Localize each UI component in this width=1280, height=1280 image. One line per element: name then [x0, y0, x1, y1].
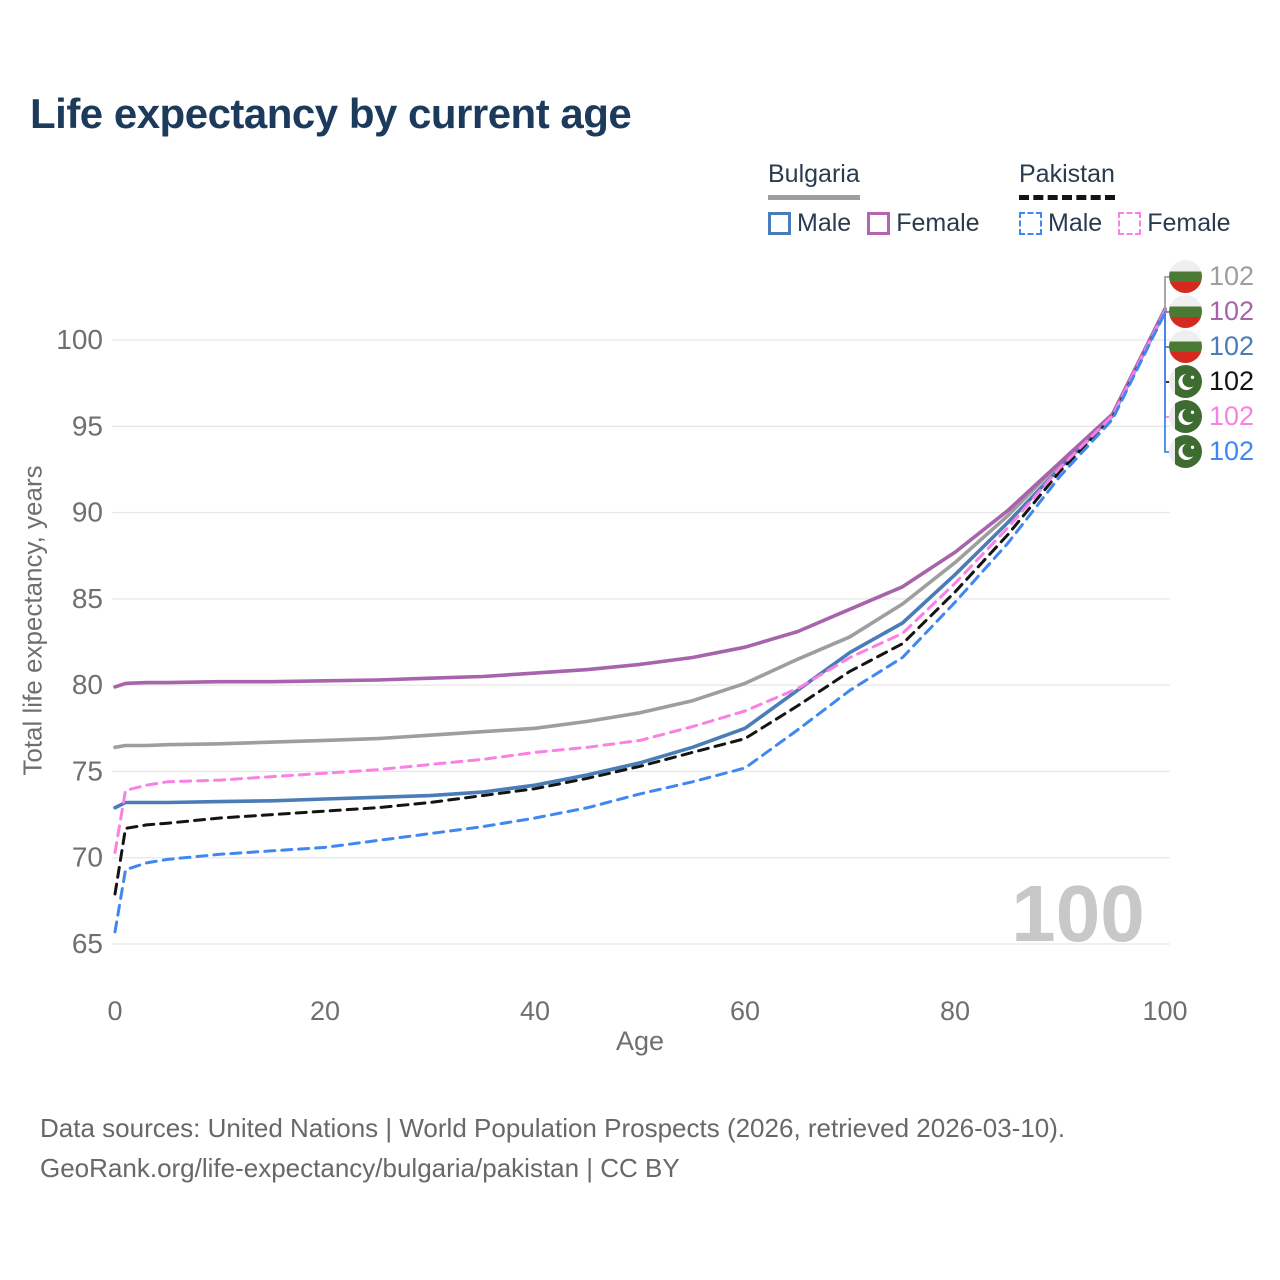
series-line-bulgaria-male[interactable]	[113, 308, 1167, 810]
x-tick-60: 60	[730, 996, 760, 1026]
y-tick-70: 70	[72, 842, 103, 873]
legend-item-pakistan-male[interactable]: Male	[1019, 209, 1102, 238]
bulgaria-male-swatch-icon	[768, 212, 791, 235]
end-label-row-pakistan-male: 102	[1169, 435, 1254, 468]
crescent-icon	[1178, 408, 1197, 425]
legend-label: Male	[1048, 209, 1103, 237]
pakistan-flag-icon	[1169, 400, 1202, 433]
x-tick-100: 100	[1142, 996, 1187, 1026]
end-label-row-pakistan-all: 102	[1169, 365, 1254, 398]
legend-label: Female	[896, 209, 980, 237]
end-value: 102	[1209, 436, 1255, 466]
x-tick-80: 80	[940, 996, 970, 1026]
y-tick-75: 75	[72, 755, 103, 786]
x-tick-20: 20	[310, 996, 340, 1026]
y-tick-100: 100	[56, 324, 103, 355]
x-tick-0: 0	[107, 996, 122, 1026]
bulgaria-flag-icon	[1169, 295, 1202, 328]
bulgaria-female-swatch-icon	[867, 212, 891, 235]
x-tick-40: 40	[520, 996, 550, 1026]
series-line-pakistan-all[interactable]	[113, 310, 1167, 896]
legend-group-pakistan: Pakistan Male Female	[1019, 160, 1231, 238]
footer: Data sources: United Nations | World Pop…	[40, 1108, 1065, 1188]
legend-label: Male	[797, 209, 852, 237]
legend-item-bulgaria-female[interactable]: Female	[867, 209, 980, 238]
end-value: 102	[1209, 401, 1255, 431]
end-value: 102	[1209, 331, 1255, 361]
end-label-row-bulgaria-female: 102	[1169, 295, 1254, 328]
y-tick-85: 85	[72, 583, 103, 614]
y-tick-65: 65	[72, 928, 103, 959]
end-value: 102	[1209, 296, 1255, 326]
x-axis-title: Age	[615, 1026, 665, 1056]
y-axis-title: Total life expectancy, years	[17, 465, 48, 776]
end-label-row-bulgaria-all: 102	[1169, 260, 1254, 293]
pakistan-flag-icon	[1169, 435, 1202, 468]
footer-url-line: GeoRank.org/life-expectancy/bulgaria/pak…	[40, 1153, 680, 1183]
legend-item-bulgaria-male[interactable]: Male	[768, 209, 851, 238]
bulgaria-flag-icon	[1169, 260, 1202, 293]
page-title: Life expectancy by current age	[30, 90, 632, 137]
legend-item-pakistan-female[interactable]: Female	[1118, 209, 1231, 238]
legend-group-bulgaria: Bulgaria Male Female	[768, 160, 980, 238]
y-tick-80: 80	[72, 669, 103, 700]
series-line-bulgaria-all[interactable]	[113, 308, 1167, 750]
y-tick-90: 90	[72, 497, 103, 528]
pakistan-male-swatch-icon	[1019, 212, 1042, 235]
end-value: 102	[1209, 261, 1255, 291]
pakistan-female-swatch-icon	[1118, 212, 1142, 235]
legend-heading-bulgaria: Bulgaria	[768, 160, 860, 200]
series-line-pakistan-female[interactable]	[113, 309, 1167, 854]
legend-heading-pakistan: Pakistan	[1019, 160, 1115, 200]
series-line-pakistan-male[interactable]	[113, 310, 1167, 934]
crescent-icon	[1178, 373, 1197, 390]
watermark-age-label: 100	[1011, 869, 1144, 958]
bulgaria-flag-icon	[1169, 330, 1202, 363]
end-value: 102	[1209, 366, 1255, 396]
end-label-row-bulgaria-male: 102	[1169, 330, 1254, 363]
pakistan-flag-icon	[1169, 365, 1202, 398]
end-label-row-pakistan-female: 102	[1169, 400, 1254, 433]
crescent-icon	[1178, 443, 1197, 460]
footer-sources-line: Data sources: United Nations | World Pop…	[40, 1113, 1066, 1143]
y-tick-95: 95	[72, 410, 103, 441]
series-line-bulgaria-female[interactable]	[113, 307, 1167, 689]
legend-label: Female	[1147, 209, 1231, 237]
